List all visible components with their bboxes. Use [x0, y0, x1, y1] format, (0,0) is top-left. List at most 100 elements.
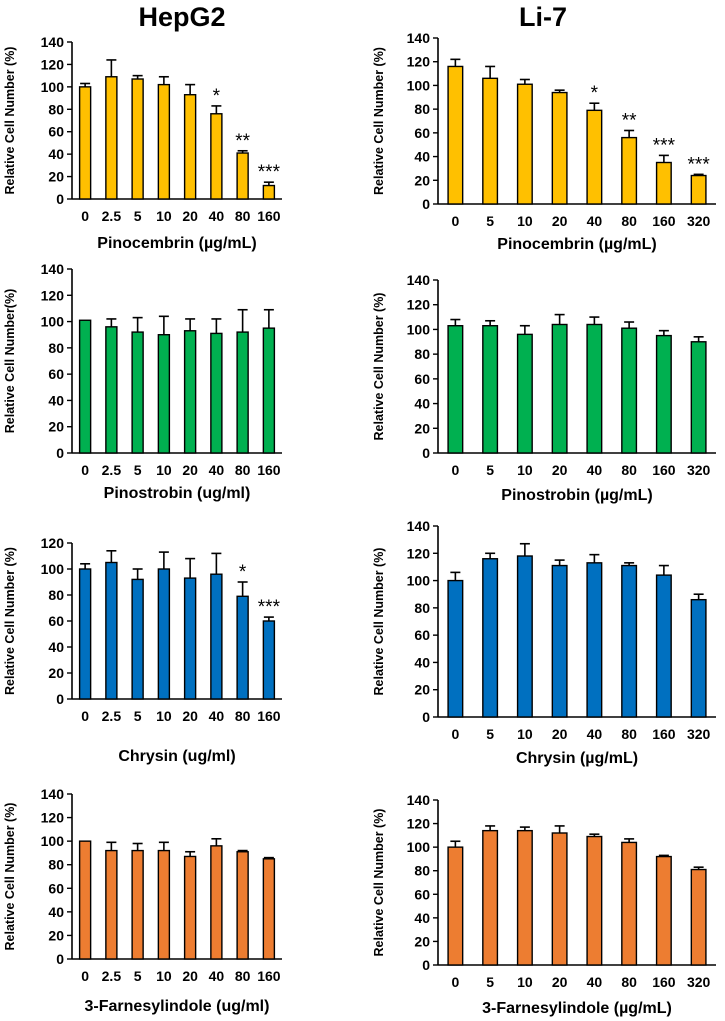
- x-tick-label: 5: [134, 462, 142, 478]
- x-axis-label: 3-Farnesylindole (ug/ml): [85, 998, 270, 1015]
- x-tick-label: 0: [81, 462, 89, 478]
- x-tick-label: 20: [182, 208, 198, 224]
- bar: [236, 152, 249, 200]
- y-tick-label: 140: [41, 786, 65, 802]
- bar: [482, 325, 499, 454]
- y-tick-label: 40: [48, 904, 64, 920]
- x-tick-label: 160: [257, 708, 281, 724]
- y-tick-label: 20: [414, 172, 430, 188]
- bar: [516, 333, 533, 454]
- y-axis-label: Relative Cell Number (%): [372, 809, 386, 957]
- y-tick-label: 80: [414, 863, 430, 879]
- bar: [131, 331, 144, 454]
- bar: [551, 91, 568, 205]
- bar: [482, 77, 499, 205]
- x-axis-label: Chrysin (ug/ml): [118, 748, 235, 765]
- y-tick-label: 100: [41, 79, 65, 95]
- x-tick-label: 20: [552, 213, 568, 229]
- x-tick-label: 5: [486, 462, 494, 478]
- y-tick-label: 120: [41, 535, 65, 551]
- bar: [482, 558, 499, 718]
- bar: [236, 331, 249, 454]
- chart-panel-8: 0 20 40 60 80 100 120 140 0 5 10 20 40 80 160 320 3-Farn…: [372, 792, 716, 1017]
- y-tick-label: 140: [407, 30, 431, 46]
- bar: [262, 327, 276, 454]
- bar: [210, 113, 223, 200]
- y-tick-label: 80: [48, 340, 64, 356]
- y-tick-label: 40: [48, 392, 64, 408]
- x-tick-label: 0: [81, 208, 89, 224]
- y-tick-label: 0: [422, 709, 430, 725]
- bar: [131, 578, 144, 700]
- chart-panel-3: 0 20 40 60 80 100 120 140 0 2.5 5 10 20 40 80 160 Pinost…: [3, 261, 282, 502]
- y-tick-label: 0: [56, 691, 64, 707]
- bar: [482, 829, 499, 966]
- x-tick-label: 5: [134, 968, 142, 984]
- y-tick-label: 60: [48, 124, 64, 140]
- x-tick-label: 40: [209, 208, 225, 224]
- y-tick-label: 120: [407, 816, 431, 832]
- significance-mark: *: [591, 83, 599, 104]
- y-tick-label: 20: [48, 665, 64, 681]
- bar: [236, 595, 249, 700]
- y-tick-label: 60: [414, 371, 430, 387]
- y-tick-label: 60: [414, 886, 430, 902]
- x-tick-label: 20: [182, 708, 198, 724]
- bar: [655, 574, 672, 718]
- y-tick-label: 100: [407, 321, 431, 337]
- x-axis-label: Pinostrobin (ug/ml): [104, 485, 251, 502]
- column-title-hepg2: HepG2: [138, 2, 226, 32]
- x-tick-label: 160: [652, 462, 676, 478]
- y-tick-label: 60: [414, 627, 430, 643]
- x-tick-label: 10: [156, 968, 172, 984]
- bar: [105, 326, 118, 454]
- y-tick-label: 120: [41, 56, 65, 72]
- y-tick-label: 100: [407, 573, 431, 589]
- bar: [586, 562, 603, 718]
- x-tick-label: 160: [257, 968, 281, 984]
- x-axis-label: Pinostrobin (µg/mL): [501, 487, 652, 504]
- column-title-li7: Li-7: [518, 2, 567, 32]
- y-tick-label: 40: [414, 149, 430, 165]
- bar: [131, 78, 144, 200]
- x-tick-label: 40: [209, 968, 225, 984]
- significance-mark: **: [622, 110, 637, 131]
- significance-mark: *: [213, 86, 221, 107]
- y-tick-label: 20: [414, 682, 430, 698]
- bar: [210, 332, 223, 454]
- y-tick-label: 0: [56, 445, 64, 461]
- y-tick-label: 140: [41, 261, 65, 277]
- y-tick-label: 140: [407, 792, 431, 808]
- x-tick-label: 40: [587, 974, 603, 990]
- y-tick-label: 0: [56, 191, 64, 207]
- x-tick-label: 10: [517, 462, 533, 478]
- y-axis-label: Relative Cell Number (%): [372, 293, 386, 441]
- x-axis-label: 3-Farnesylindole (µg/mL): [482, 1000, 672, 1017]
- x-tick-label: 80: [235, 968, 251, 984]
- y-tick-label: 0: [56, 951, 64, 967]
- bar: [183, 330, 197, 454]
- bar: [655, 161, 672, 205]
- bar: [621, 564, 638, 718]
- y-tick-label: 0: [422, 445, 430, 461]
- x-tick-label: 40: [587, 726, 603, 742]
- x-tick-label: 0: [451, 726, 459, 742]
- y-tick-label: 60: [48, 613, 64, 629]
- y-tick-label: 20: [48, 169, 64, 185]
- bar: [516, 83, 533, 205]
- bar: [236, 851, 249, 960]
- bar: [157, 83, 171, 200]
- bar: [447, 65, 464, 205]
- x-tick-label: 320: [687, 726, 711, 742]
- y-tick-label: 40: [48, 146, 64, 162]
- y-axis-label: Relative Cell Number (%): [372, 47, 386, 195]
- x-tick-label: 40: [587, 462, 603, 478]
- y-axis-label: Relative Cell Number(%): [3, 289, 17, 433]
- x-tick-label: 5: [134, 708, 142, 724]
- bar: [690, 174, 707, 205]
- chart-panel-1: 0 20 40 60 80 100 120 140 0 2.5 5 10 20 40 * 80 ** 160 ***…: [3, 34, 282, 252]
- y-tick-label: 140: [407, 272, 431, 288]
- y-tick-label: 140: [407, 518, 431, 534]
- x-tick-label: 5: [486, 726, 494, 742]
